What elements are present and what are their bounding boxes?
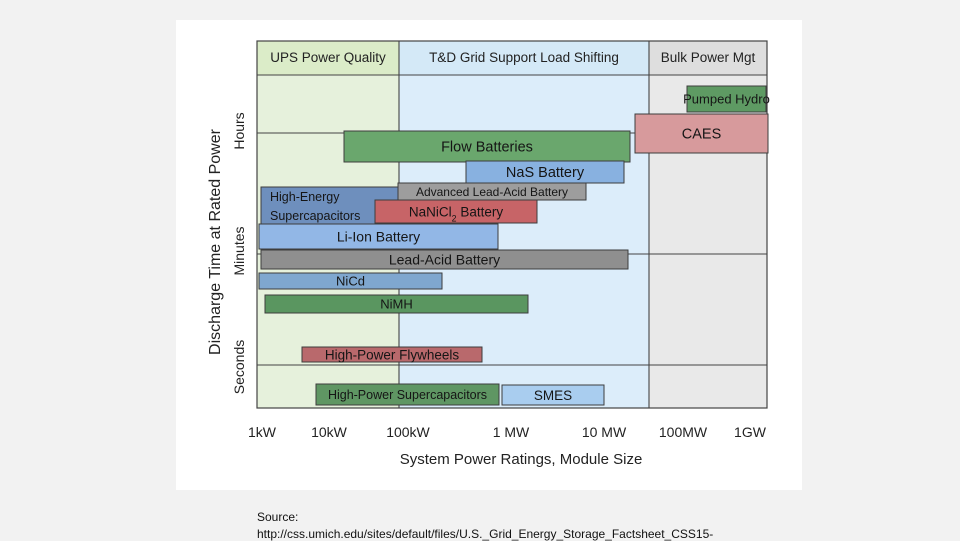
bar-label-flow-batteries: Flow Batteries: [441, 140, 533, 156]
x-tick-1gw: 1GW: [734, 424, 767, 440]
bar-label-high-energy-supercapacitors: High-Energy Supercapacitors: [270, 190, 360, 223]
bar-label-pumped-hydro: Pumped Hydro: [683, 92, 770, 107]
y-band-hours: Hours: [231, 112, 247, 149]
bar-high-power-supercapacitors: [315, 383, 500, 406]
x-tick-100kw: 100kW: [386, 424, 430, 440]
y-axis-label: Discharge Time at Rated Power: [207, 128, 224, 355]
bar-label-nicd: NiCd: [336, 274, 365, 289]
bar-caes: [634, 113, 769, 154]
bar-pumped-hydro: [686, 85, 767, 113]
bar-nanicl-battery: [374, 199, 538, 224]
x-axis-label: System Power Ratings, Module Size: [400, 451, 643, 468]
bar-li-ion-battery: [258, 223, 499, 250]
region-header-ups-power-quality: [257, 41, 399, 75]
bar-label-advanced-lead-acid-battery: Advanced Lead-Acid Battery: [416, 185, 568, 199]
bar-nicd: [258, 272, 443, 290]
bar-label-smes: SMES: [534, 388, 572, 403]
bar-flow-batteries: [343, 130, 631, 163]
region-label-bulk-power-mgt: Bulk Power Mgt: [661, 50, 756, 65]
y-band-minutes: Minutes: [231, 226, 247, 275]
bar-label-nas-battery: NaS Battery: [506, 165, 585, 181]
bar-smes: [501, 384, 605, 406]
source-url: http://css.umich.edu/sites/default/files…: [257, 527, 714, 541]
bar-lead-acid-battery: [260, 249, 629, 270]
x-tick-100mw: 100MW: [659, 424, 708, 440]
region-header-t-d-grid-support-load-shifting: [399, 41, 649, 75]
bar-high-power-flywheels: [301, 346, 483, 363]
y-band-seconds: Seconds: [231, 340, 247, 394]
bar-label-nimh: NiMH: [380, 297, 413, 312]
bar-label-li-ion-battery: Li-Ion Battery: [337, 229, 420, 245]
region-label-t-d-grid-support-load-shifting: T&D Grid Support Load Shifting: [429, 50, 619, 65]
bar-label-lead-acid-battery: Lead-Acid Battery: [389, 252, 500, 268]
x-tick-10kw: 10kW: [311, 424, 348, 440]
x-tick-1kw: 1kW: [248, 424, 277, 440]
region-label-ups-power-quality: UPS Power Quality: [270, 50, 386, 65]
bar-label-nanicl-battery: NaNiCl2 Battery: [409, 204, 503, 223]
bar-label-high-power-flywheels: High-Power Flywheels: [325, 347, 460, 362]
source-label: Source:: [257, 510, 299, 524]
storage-chart: UPS Power Quality T&D Grid Support Load S…: [207, 40, 770, 468]
chart-figure: UPS Power Quality T&D Grid Support Load S…: [176, 20, 802, 490]
plot-frame: [256, 40, 768, 409]
x-tick-10-mw: 10 MW: [582, 424, 627, 440]
x-tick-1-mw: 1 MW: [493, 424, 530, 440]
bar-nimh: [264, 294, 529, 314]
bar-label-caes: CAES: [682, 127, 722, 143]
region-header-bulk-power-mgt: [649, 41, 767, 75]
bar-label-high-power-supercapacitors: High-Power Supercapacitors: [328, 388, 487, 402]
